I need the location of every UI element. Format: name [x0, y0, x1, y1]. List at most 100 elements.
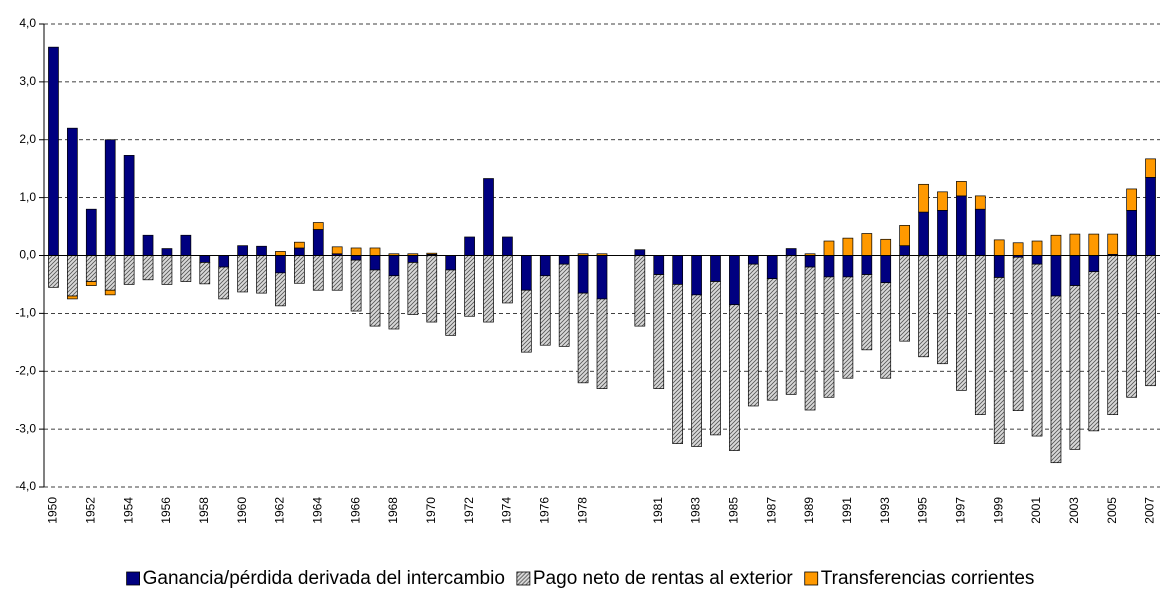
bar-segment — [691, 255, 702, 296]
bar-segment — [1069, 233, 1081, 256]
bar-segment — [520, 255, 532, 291]
bar-segment — [918, 255, 929, 358]
bar-segment — [1050, 255, 1062, 297]
bar-segment — [842, 255, 854, 278]
bar-segment — [596, 298, 608, 389]
bar-segment — [331, 246, 343, 255]
x-tick-label: 1970 — [424, 497, 438, 524]
x-tick-label: 1976 — [537, 497, 551, 524]
bar-segment — [85, 208, 97, 256]
x-tick-label: 2005 — [1105, 497, 1119, 524]
bar-segment — [407, 255, 419, 263]
y-tick-label: -1,0 — [15, 306, 36, 320]
bar-segment — [142, 234, 154, 256]
bar-segment — [1107, 255, 1119, 416]
x-tick-label: 1974 — [500, 497, 514, 524]
bar-segment — [1012, 256, 1024, 411]
bar-segment — [861, 274, 873, 351]
bar-segment — [804, 255, 816, 268]
bar-segment — [369, 269, 381, 327]
bar-segment — [199, 262, 211, 285]
bar-segment — [180, 255, 192, 282]
bar-segment — [180, 234, 192, 256]
bar-segment — [312, 222, 324, 230]
bar-segment — [880, 255, 892, 284]
bar-segment — [104, 139, 116, 256]
y-tick-label: 0,0 — [19, 248, 36, 262]
bar-segment — [85, 281, 97, 286]
bar-segment — [1126, 188, 1137, 211]
bar-segment — [142, 255, 154, 281]
bar-segment — [369, 247, 381, 256]
x-tick-label: 1972 — [462, 497, 476, 524]
bar-segment — [294, 247, 305, 256]
bar-segment — [275, 255, 286, 274]
bar-segment — [218, 255, 230, 268]
bar-segment — [539, 275, 551, 346]
bar-segment — [937, 210, 948, 256]
bar-segment — [350, 255, 362, 261]
bar-segment — [350, 259, 362, 312]
legend-label: Pago neto de rentas al exterior — [533, 568, 794, 589]
bar-segment — [956, 181, 967, 197]
bar-segment — [312, 229, 324, 256]
bar-segment — [823, 240, 835, 256]
bar-segment — [256, 245, 267, 256]
x-tick-label: 1978 — [575, 497, 589, 524]
legend-swatch — [126, 571, 141, 586]
bar-segment — [729, 304, 740, 451]
x-tick-label: 1981 — [651, 497, 665, 524]
bar-segment — [785, 248, 797, 256]
bar-segment — [861, 255, 873, 275]
x-tick-label: 1999 — [991, 497, 1005, 524]
x-tick-label: 1952 — [83, 497, 97, 524]
bar-segment — [331, 255, 343, 291]
x-tick-label: 1989 — [802, 497, 816, 524]
y-tick-label: -4,0 — [15, 479, 36, 493]
bar-segment — [426, 252, 438, 255]
bar-segment — [596, 255, 608, 300]
bar-segment — [729, 255, 740, 306]
bar-segment — [956, 195, 967, 256]
bar-segment — [880, 238, 892, 256]
legend: Ganancia/pérdida derivada del intercambi… — [126, 568, 1034, 589]
bar-segment — [974, 208, 986, 256]
x-tick-label: 1968 — [386, 497, 400, 524]
bar-segment — [634, 249, 646, 256]
x-tick-label: 1993 — [878, 497, 892, 524]
bar-segment — [48, 46, 59, 256]
bar-segment — [464, 236, 475, 256]
bar-segment — [653, 255, 665, 275]
y-tick-label: -3,0 — [15, 421, 36, 435]
bar-segment — [558, 255, 570, 265]
bar-segment — [1031, 263, 1043, 437]
x-tick-label: 1991 — [840, 497, 854, 524]
bar-segment — [1126, 210, 1137, 256]
bar-segment — [199, 255, 211, 263]
y-tick-label: -2,0 — [15, 363, 36, 377]
x-tick-label: 1983 — [689, 497, 703, 524]
bar-segment — [502, 236, 513, 256]
bar-segment — [653, 274, 665, 389]
bar-segment — [710, 255, 721, 282]
bar-segment — [502, 255, 513, 304]
bar-segment — [388, 255, 400, 277]
bar-segment — [237, 255, 248, 293]
bar-segment — [67, 255, 78, 297]
bar-segment — [937, 255, 948, 365]
bar-segment — [48, 255, 59, 288]
bar-segment — [1050, 295, 1062, 464]
bar-segment — [483, 255, 494, 323]
x-tick-label: 2007 — [1143, 497, 1157, 524]
bar-segment — [861, 233, 873, 256]
bar-segment — [1031, 255, 1043, 265]
bar-segment — [161, 255, 173, 285]
x-tick-label: 2001 — [1029, 497, 1043, 524]
bar-segment — [672, 255, 684, 285]
bar-segment — [899, 225, 910, 247]
bar-segment — [880, 282, 892, 379]
bar-segment — [1012, 242, 1024, 256]
bar-segment — [350, 247, 362, 256]
bar-segment — [691, 294, 702, 447]
